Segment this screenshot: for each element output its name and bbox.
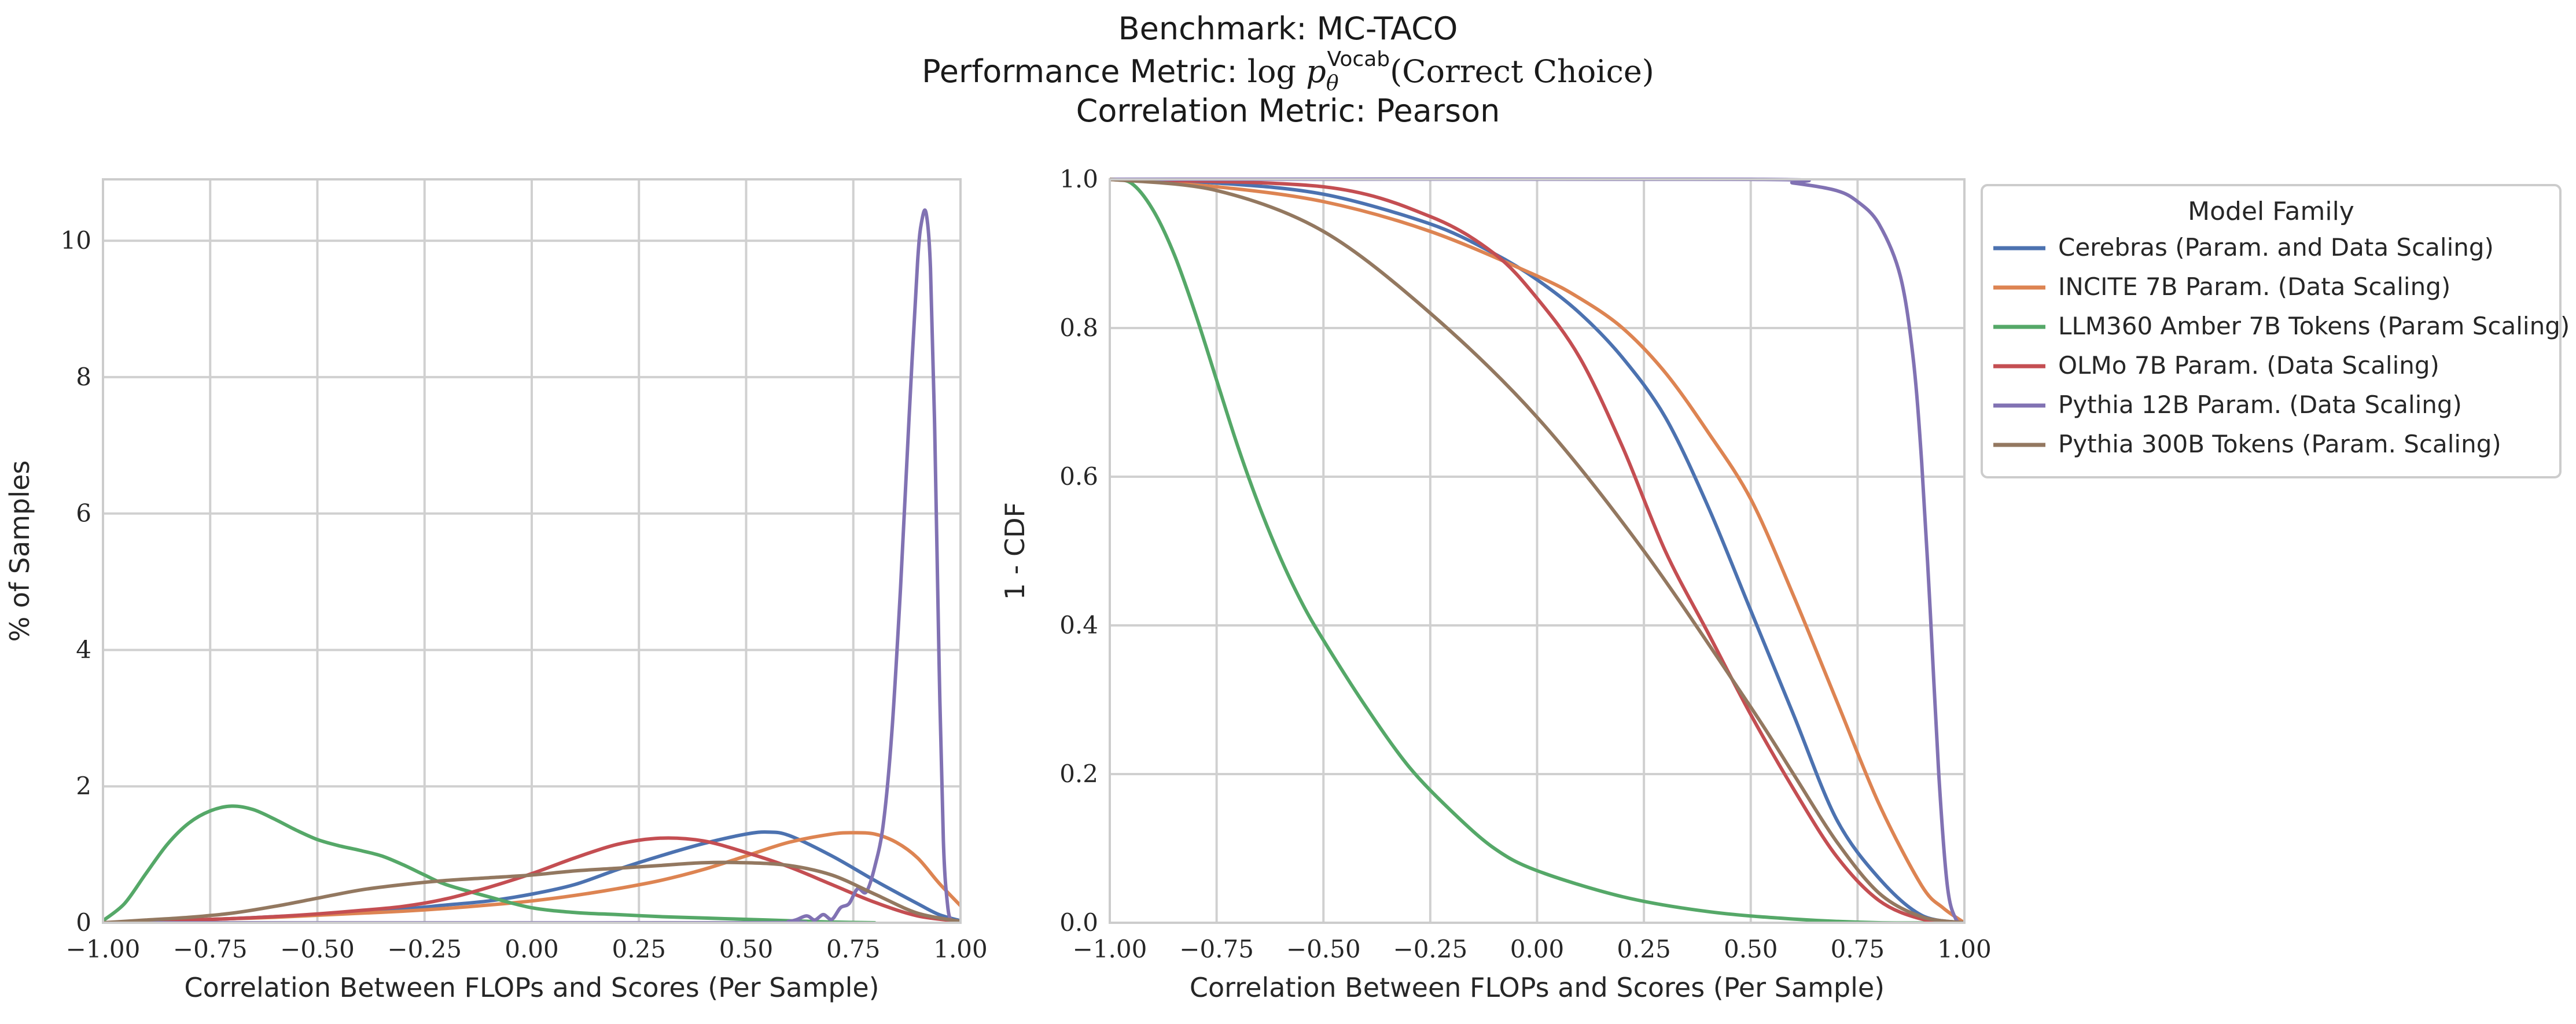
legend-entry: Pythia 300B Tokens (Param. Scaling) — [2058, 430, 2501, 458]
legend-entry: Pythia 12B Param. (Data Scaling) — [2058, 391, 2462, 419]
legend: Model Family Cerebras (Param. and Data Sc… — [1981, 184, 2570, 478]
x-tick-label: 1.00 — [1937, 935, 1992, 963]
plot-frame — [102, 178, 962, 924]
series-line-2 — [1110, 178, 1964, 923]
series-line-4 — [103, 208, 961, 923]
y-tick-label: 10 — [61, 226, 91, 255]
legend-entry: Cerebras (Param. and Data Scaling) — [2058, 233, 2494, 261]
x-tick-label: 0.25 — [612, 935, 666, 963]
x-tick-label: 1.00 — [933, 935, 988, 963]
legend-entry: LLM360 Amber 7B Tokens (Param Scaling) — [2058, 312, 2570, 340]
title-line-2-prefix: Performance Metric: — [922, 53, 1247, 90]
x-tick-label: −0.25 — [1393, 935, 1468, 963]
series-line-3 — [1110, 178, 1964, 923]
series-line-0 — [1110, 178, 1964, 923]
y-tick-label: 8 — [76, 363, 91, 391]
title-math-sup: Vocab — [1327, 47, 1390, 71]
title-line-3: Correlation Metric: Pearson — [1076, 93, 1500, 129]
y-tick-label: 0.2 — [1059, 760, 1098, 788]
density-plot-panel: −1.00 −0.75 −0.50 −0.25 0.00 0.25 0.50 0.75 1.00… — [4, 178, 988, 1003]
x-tick-label: −0.75 — [173, 935, 248, 963]
title-line-1: Benchmark: MC-TACO — [1118, 10, 1458, 47]
y-tick-label: 0.8 — [1059, 314, 1098, 342]
title-line-2: Performance Metric: log pθVocab(Correct … — [922, 47, 1654, 95]
x-tick-label: 0.75 — [826, 935, 881, 963]
plot-frame — [1109, 178, 1966, 924]
x-tick-label: 0.25 — [1617, 935, 1671, 963]
x-tick-label: 0.50 — [1724, 935, 1778, 963]
y-tick-label: 0 — [76, 908, 91, 937]
legend-box — [1981, 184, 2562, 478]
y-tick-label: 6 — [76, 499, 91, 528]
x-tick-label: −0.25 — [387, 935, 462, 963]
legend-title: Model Family — [2188, 197, 2354, 226]
x-tick-label: 0.00 — [1510, 935, 1565, 963]
series-line-2 — [103, 804, 877, 923]
y-tick-label: 1.0 — [1059, 165, 1098, 193]
x-tick-label: −0.75 — [1179, 935, 1254, 963]
series-lines — [103, 208, 961, 923]
title-math-log: log — [1247, 53, 1296, 90]
series-line-5 — [103, 860, 961, 923]
x-axis-label: Correlation Between FLOPs and Scores (Pe… — [1190, 972, 1885, 1003]
y-tick-label: 0.0 — [1059, 908, 1098, 937]
y-axis-label: 1 - CDF — [999, 502, 1031, 600]
x-tick-label: −0.50 — [1286, 935, 1361, 963]
x-axis-label: Correlation Between FLOPs and Scores (Pe… — [184, 972, 879, 1003]
title-math-p: p — [1306, 53, 1326, 90]
survival-plot-panel: −1.00 −0.75 −0.50 −0.25 0.00 0.25 0.50 0.75 1.00… — [999, 165, 1992, 1003]
figure-title: Benchmark: MC-TACO Performance Metric: l… — [922, 10, 1654, 129]
title-line-2-suffix: (Correct Choice) — [1390, 53, 1654, 90]
x-tick-label: 0.00 — [505, 935, 559, 963]
x-tick-label: −1.00 — [1073, 935, 1147, 963]
y-tick-label: 0.6 — [1059, 462, 1098, 491]
x-tick-label: −1.00 — [66, 935, 141, 963]
x-tick-label: 0.75 — [1831, 935, 1885, 963]
series-line-1 — [1110, 178, 1964, 923]
y-tick-label: 2 — [76, 772, 91, 800]
y-tick-label: 4 — [76, 635, 91, 664]
title-math-sub: θ — [1326, 72, 1339, 95]
legend-entry: OLMo 7B Param. (Data Scaling) — [2058, 351, 2439, 380]
series-line-5 — [1110, 178, 1964, 923]
x-tick-label: −0.50 — [280, 935, 355, 963]
legend-entry: INCITE 7B Param. (Data Scaling) — [2058, 272, 2450, 301]
y-axis-label: % of Samples — [4, 461, 35, 642]
x-tick-label: 0.50 — [719, 935, 774, 963]
y-tick-label: 0.4 — [1059, 611, 1098, 639]
